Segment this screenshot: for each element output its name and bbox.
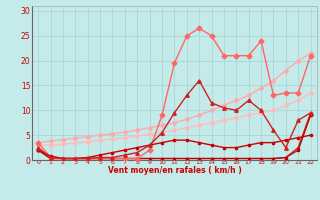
- X-axis label: Vent moyen/en rafales ( km/h ): Vent moyen/en rafales ( km/h ): [108, 166, 241, 175]
